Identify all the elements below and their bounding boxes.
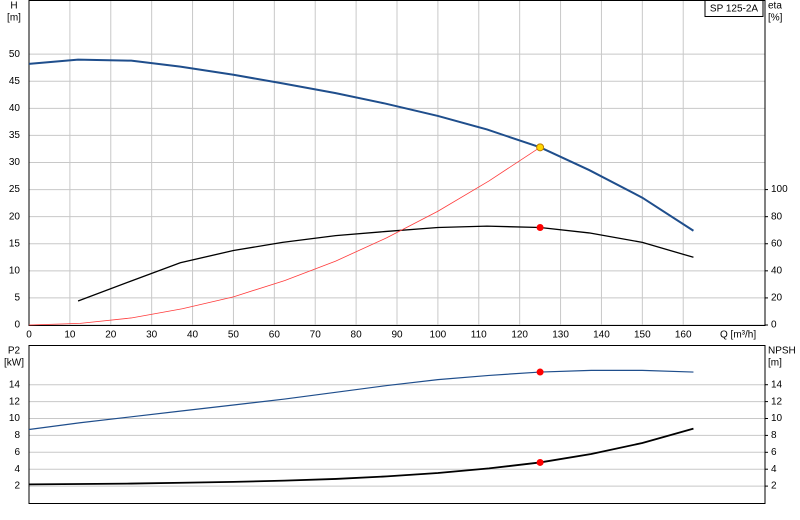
x-tick-label: 10 <box>64 330 76 341</box>
curve <box>28 427 694 486</box>
y2-tick-label: 4 <box>771 464 777 475</box>
y2-tick-label: 14 <box>771 379 783 390</box>
title-box <box>704 0 764 17</box>
y-axis-unit: [m] <box>7 13 21 24</box>
curve <box>77 225 694 302</box>
y-tick-label: 15 <box>9 238 21 249</box>
x-tick-label: 70 <box>310 330 322 341</box>
y-tick-label: 14 <box>9 379 21 390</box>
operating-point <box>536 143 545 152</box>
y-tick-label: 50 <box>9 49 21 60</box>
y-tick-label: 30 <box>9 157 21 168</box>
chart-title: SP 125-2A <box>710 4 759 15</box>
x-tick-label: 90 <box>391 330 403 341</box>
y2-axis-label: NPSH <box>768 346 796 357</box>
y-tick-label: 4 <box>14 464 20 475</box>
x-tick-label: 50 <box>228 330 240 341</box>
y-tick-label: 40 <box>9 103 21 114</box>
x-tick-label: 160 <box>675 330 692 341</box>
y2-tick-label: 10 <box>771 413 783 424</box>
y2-tick-label: 60 <box>771 238 783 249</box>
x-tick-label: 0 <box>26 330 32 341</box>
y-tick-label: 25 <box>9 184 21 195</box>
x-tick-label: 40 <box>187 330 199 341</box>
operating-point <box>536 368 544 376</box>
y-tick-label: 2 <box>14 481 20 492</box>
y2-tick-label: 8 <box>771 430 777 441</box>
x-tick-label: 30 <box>146 330 158 341</box>
y2-tick-label: 40 <box>771 265 783 276</box>
x-tick-label: 110 <box>471 330 487 341</box>
y-tick-label: 10 <box>9 265 21 276</box>
y-tick-label: 6 <box>14 447 20 458</box>
y2-axis-label: eta <box>768 1 782 12</box>
y-tick-label: 45 <box>9 76 21 87</box>
y-tick-label: 35 <box>9 130 21 141</box>
plot-frame <box>28 345 766 504</box>
y2-tick-label: 100 <box>771 184 788 195</box>
y-tick-label: 12 <box>9 396 21 407</box>
y-axis-unit: [kW] <box>4 358 24 369</box>
y-tick-label: 20 <box>9 211 21 222</box>
y-axis-label: H <box>10 1 17 12</box>
curve <box>28 58 694 232</box>
y-tick-label: 10 <box>9 413 21 424</box>
x-tick-label: 150 <box>634 330 651 341</box>
x-tick-label: 120 <box>511 330 528 341</box>
x-tick-label: 130 <box>552 330 569 341</box>
x-tick-label: 60 <box>269 330 281 341</box>
y2-axis-unit: [%] <box>768 13 783 24</box>
x-tick-label: 140 <box>593 330 610 341</box>
operating-point <box>536 224 544 231</box>
y-axis-label: P2 <box>8 346 21 357</box>
plot-frame <box>28 0 766 326</box>
y2-tick-label: 20 <box>771 293 783 304</box>
x-tick-label: 20 <box>105 330 117 341</box>
y2-tick-label: 0 <box>771 320 777 331</box>
y2-axis-unit: [m] <box>768 358 782 369</box>
y-tick-label: 8 <box>14 430 20 441</box>
x-axis-label: Q [m³/h] <box>720 330 756 341</box>
y2-tick-label: 80 <box>771 211 783 222</box>
y-tick-label: 0 <box>14 320 20 331</box>
y2-tick-label: 6 <box>771 447 777 458</box>
y-tick-label: 5 <box>14 293 20 304</box>
curve <box>28 369 694 431</box>
curve <box>28 146 541 326</box>
y2-tick-label: 12 <box>771 396 783 407</box>
x-tick-label: 80 <box>351 330 363 341</box>
y2-tick-label: 2 <box>771 481 777 492</box>
operating-point <box>536 458 544 466</box>
x-tick-label: 100 <box>430 330 447 341</box>
